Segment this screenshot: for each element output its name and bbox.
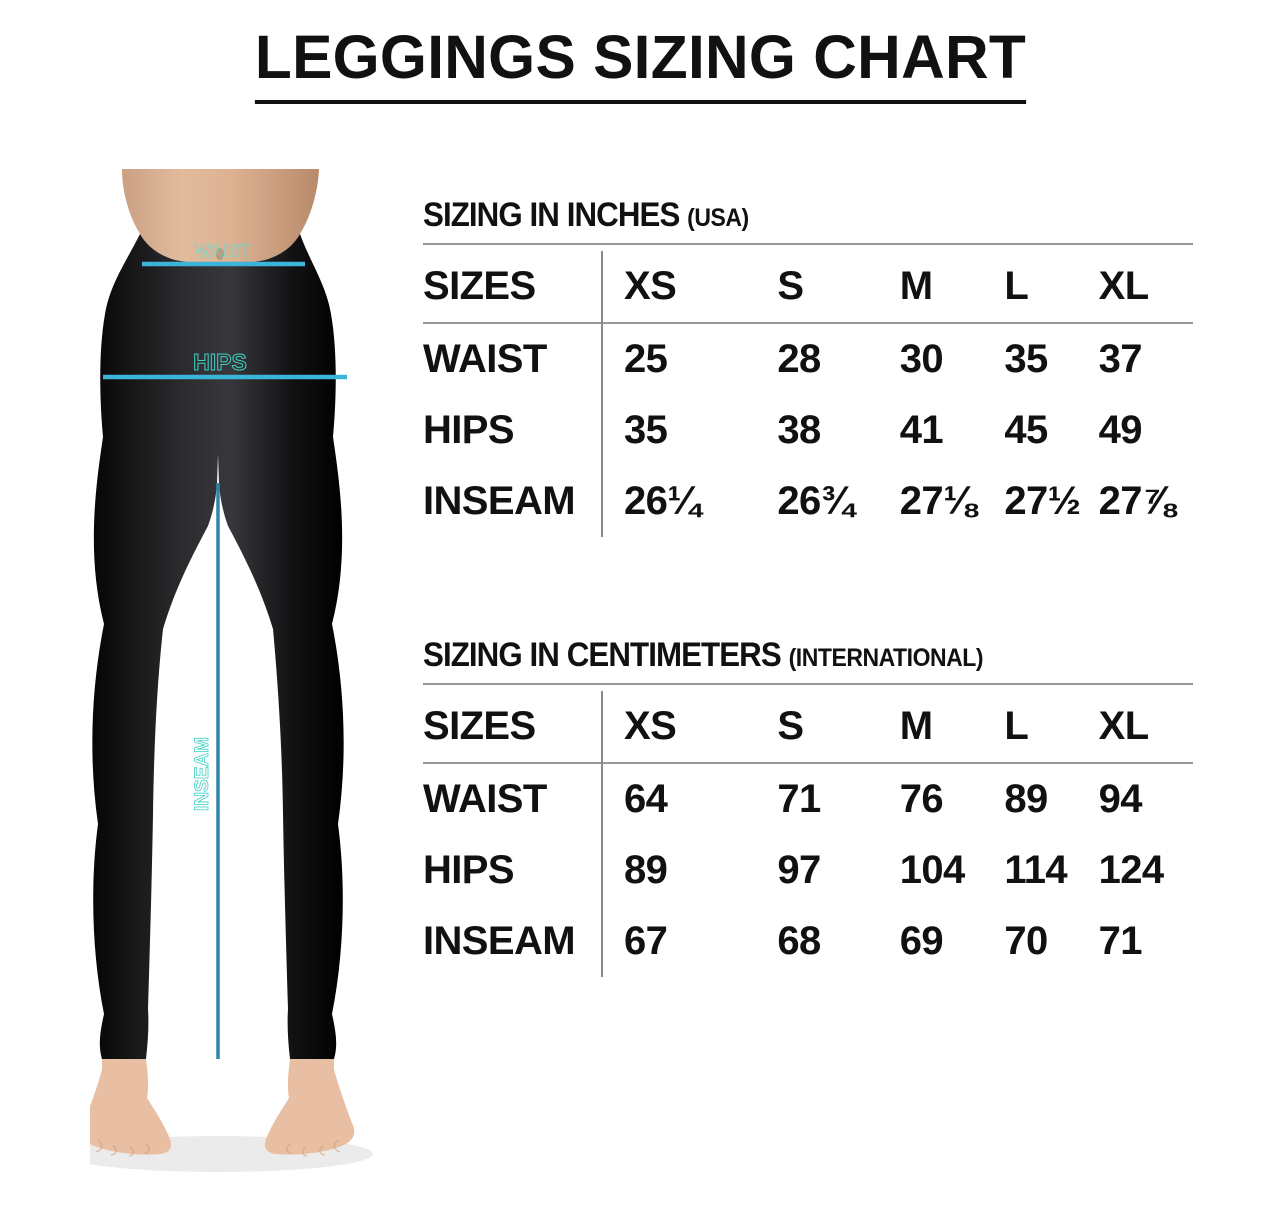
svg-text:WAIST: WAIST [195, 241, 252, 261]
svg-text:HIPS: HIPS [193, 349, 247, 375]
svg-text:INSEAM: INSEAM [192, 737, 213, 811]
